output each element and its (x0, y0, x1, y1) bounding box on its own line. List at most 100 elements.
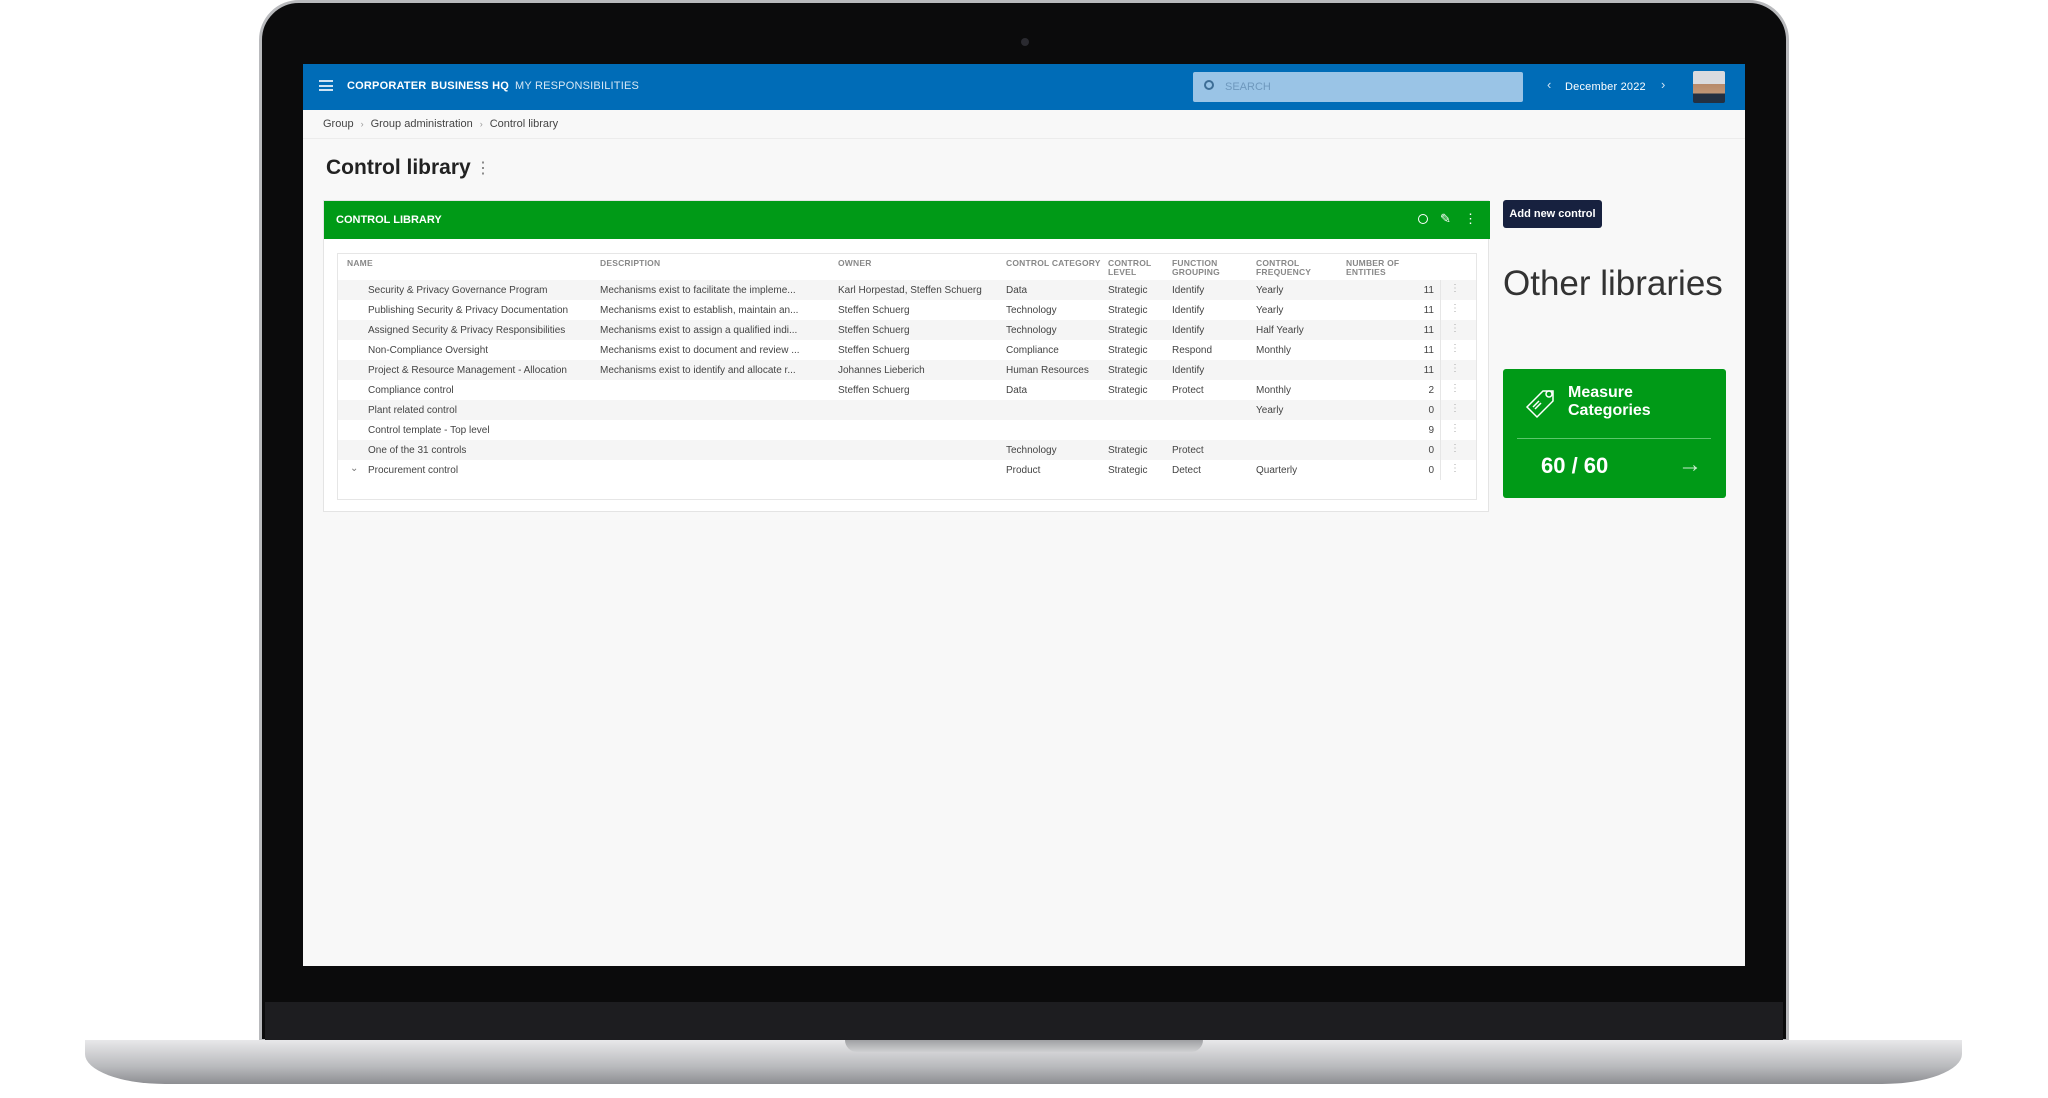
row-more-icon[interactable]: ⋮ (1450, 443, 1460, 454)
row-more-icon[interactable]: ⋮ (1450, 383, 1460, 394)
cell-name: Compliance control (368, 385, 454, 396)
row-more-icon[interactable]: ⋮ (1450, 423, 1460, 434)
more-icon[interactable]: ⋮ (1464, 211, 1477, 226)
cell-number-of-entities: 11 (1423, 285, 1434, 296)
next-period-button[interactable]: › (1661, 77, 1666, 92)
col-function-grouping[interactable]: FUNCTION GROUPING (1172, 258, 1220, 277)
cell-number-of-entities: 0 (1428, 445, 1434, 456)
tag-icon (1525, 390, 1554, 419)
card-value: 60 / 60 (1541, 453, 1609, 478)
breadcrumb-group[interactable]: Group (323, 118, 354, 130)
arrow-right-icon[interactable]: → (1678, 451, 1702, 478)
cell-name: Procurement control (368, 465, 459, 476)
table-row[interactable]: Procurement control Product Strategic Detec… (338, 460, 1476, 480)
nav-my-responsibilities[interactable]: MY RESPONSIBILITIES (515, 80, 640, 92)
prev-period-button[interactable]: ‹ (1547, 77, 1552, 92)
table-row[interactable]: Control template - Top level 9 ⋮ (338, 420, 1476, 440)
cell-owner: Steffen Schuerg (838, 325, 910, 336)
breadcrumb-group-administration[interactable]: Group administration (370, 118, 473, 130)
divider (1440, 460, 1441, 480)
divider (1440, 380, 1441, 400)
control-table: NAME DESCRIPTION OWNER CONTROL CATEGORY … (337, 253, 1477, 500)
row-more-icon[interactable]: ⋮ (1450, 463, 1460, 474)
brand-logo[interactable]: CORPORATER (347, 80, 427, 92)
table-row[interactable]: Non-Compliance Oversight Mechanisms exist… (338, 340, 1476, 360)
divider (1440, 400, 1441, 420)
col-owner[interactable]: OWNER (838, 258, 872, 268)
table-row[interactable]: Security & Privacy Governance Program Mec… (338, 280, 1476, 300)
cell-number-of-entities: 0 (1428, 405, 1434, 416)
col-control-category[interactable]: CONTROL CATEGORY (1006, 258, 1101, 268)
search-icon (1204, 80, 1214, 90)
cell-control-category: Product (1006, 465, 1041, 476)
app-screen: CORPORATER BUSINESS HQ MY RESPONSIBILITI… (303, 64, 1745, 966)
cell-function-grouping: Protect (1172, 445, 1204, 456)
divider (303, 138, 1745, 139)
cell-number-of-entities: 0 (1428, 465, 1434, 476)
table-row[interactable]: Publishing Security & Privacy Documentat… (338, 300, 1476, 320)
cell-control-category: Technology (1006, 325, 1057, 336)
cell-number-of-entities: 11 (1423, 365, 1434, 376)
user-avatar[interactable] (1693, 71, 1725, 103)
row-more-icon[interactable]: ⋮ (1450, 343, 1460, 354)
cell-owner: Steffen Schuerg (838, 345, 910, 356)
cell-control-category: Technology (1006, 305, 1057, 316)
hamburger-menu-icon[interactable] (319, 80, 333, 91)
col-description[interactable]: DESCRIPTION (600, 258, 661, 268)
cell-function-grouping: Identify (1172, 305, 1205, 316)
search-placeholder: SEARCH (1225, 81, 1271, 93)
cell-control-level: Strategic (1108, 325, 1148, 336)
breadcrumb-control-library: Control library (489, 118, 559, 130)
cell-control-frequency: Half Yearly (1256, 325, 1304, 336)
cell-name: One of the 31 controls (368, 445, 467, 456)
col-name[interactable]: NAME (347, 258, 373, 268)
cell-name: Non-Compliance Oversight (368, 345, 489, 356)
cell-number-of-entities: 11 (1423, 345, 1434, 356)
col-control-level[interactable]: CONTROL LEVEL (1108, 258, 1152, 277)
cell-function-grouping: Identify (1172, 325, 1205, 336)
cell-control-level: Strategic (1108, 365, 1148, 376)
nav-business-hq[interactable]: BUSINESS HQ (431, 80, 509, 92)
col-control-frequency[interactable]: CONTROL FREQUENCY (1256, 258, 1312, 277)
cell-control-level: Strategic (1108, 385, 1148, 396)
page-title: Control library (326, 156, 471, 179)
measure-categories-card[interactable]: Measure Categories 60 / 60 → (1503, 369, 1726, 498)
cell-description: Mechanisms exist to establish, maintain … (600, 305, 799, 316)
row-more-icon[interactable]: ⋮ (1450, 403, 1460, 414)
chevron-down-icon[interactable]: ⌄ (350, 463, 359, 474)
cell-function-grouping: Protect (1172, 385, 1204, 396)
search-icon[interactable] (1418, 214, 1428, 224)
table-row[interactable]: Plant related control Yearly 0 ⋮ (338, 400, 1476, 420)
chevron-right-icon: › (479, 119, 483, 129)
row-more-icon[interactable]: ⋮ (1450, 303, 1460, 314)
col-number-of-entities[interactable]: NUMBER OF ENTITIES (1346, 258, 1400, 277)
search-input[interactable]: SEARCH (1193, 72, 1523, 102)
top-nav-bar: CORPORATER BUSINESS HQ MY RESPONSIBILITI… (303, 64, 1745, 110)
row-more-icon[interactable]: ⋮ (1450, 323, 1460, 334)
cell-control-level: Strategic (1108, 285, 1148, 296)
row-more-icon[interactable]: ⋮ (1450, 283, 1460, 294)
cell-name: Security & Privacy Governance Program (368, 285, 548, 296)
cell-control-frequency: Yearly (1256, 405, 1284, 416)
cell-control-frequency: Monthly (1256, 345, 1292, 356)
table-row[interactable]: One of the 31 controls Technology Strategi… (338, 440, 1476, 460)
divider (1440, 420, 1441, 440)
cell-number-of-entities: 11 (1423, 325, 1434, 336)
cell-name: Project & Resource Management - Allocati… (368, 365, 567, 376)
edit-pencil-icon[interactable]: ✎ (1440, 211, 1451, 226)
table-row[interactable]: Compliance control Steffen Schuerg Data Str… (338, 380, 1476, 400)
cell-number-of-entities: 9 (1428, 425, 1434, 436)
divider (1440, 320, 1441, 340)
cell-control-frequency: Yearly (1256, 285, 1284, 296)
cell-control-frequency: Yearly (1256, 305, 1284, 316)
table-row[interactable]: Project & Resource Management - Allocati… (338, 360, 1476, 380)
row-more-icon[interactable]: ⋮ (1450, 363, 1460, 374)
cell-name: Control template - Top level (368, 425, 490, 436)
period-label[interactable]: December 2022 (1565, 81, 1646, 93)
table-row[interactable]: Assigned Security & Privacy Responsibili… (338, 320, 1476, 340)
page-more-icon[interactable]: ⋮ (475, 160, 491, 177)
cell-control-frequency: Quarterly (1256, 465, 1298, 476)
add-new-control-button[interactable]: Add new control (1503, 200, 1602, 228)
divider (1440, 280, 1441, 300)
cell-name: Plant related control (368, 405, 457, 416)
